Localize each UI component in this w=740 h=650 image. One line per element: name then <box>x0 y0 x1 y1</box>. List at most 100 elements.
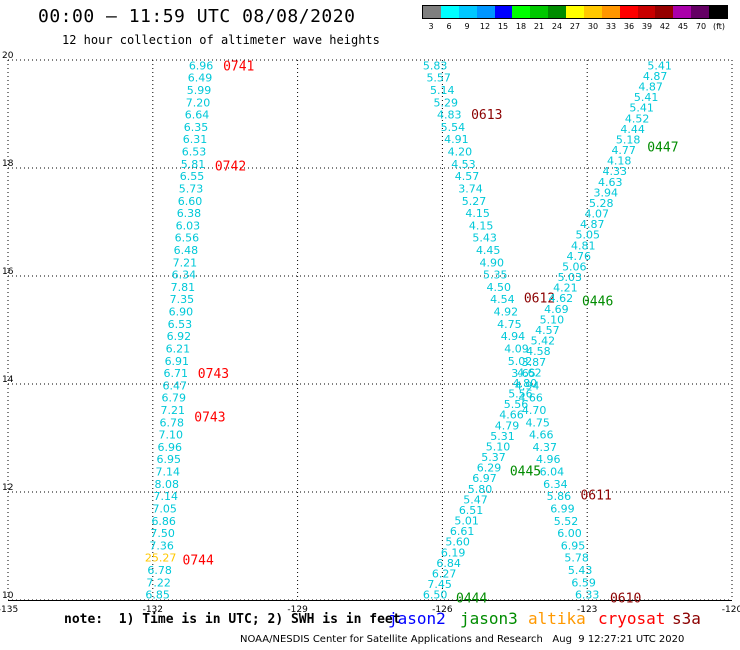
time-label: 0610 <box>610 591 641 606</box>
swh-value: 7.35 <box>170 293 195 306</box>
color-scale-swatch <box>548 6 566 18</box>
swh-value: 5.10 <box>486 440 511 453</box>
swh-value: 4.87 <box>638 81 663 94</box>
legend-s3a: s3a <box>672 609 701 628</box>
swh-value: 4.90 <box>479 256 504 269</box>
lat-tick-label: 16 <box>2 267 14 277</box>
swh-value: 6.96 <box>157 441 182 454</box>
swh-value: 6.86 <box>151 515 176 528</box>
color-scale-labels: 3 6 9 12 15 18 21 24 27 30 33 36 39 42 45 70 (ft) <box>422 19 728 33</box>
swh-value: 4.33 <box>602 165 627 178</box>
swh-value: 5.41 <box>647 59 672 72</box>
swh-value: 4.87 <box>643 70 668 83</box>
swh-value: 6.97 <box>472 472 497 485</box>
color-scale-label: 12 <box>479 22 491 31</box>
time-label: 0743 <box>194 410 225 425</box>
swh-value: 4.45 <box>476 244 501 257</box>
swh-value: 4.75 <box>497 318 522 331</box>
swh-value: 4.53 <box>451 158 476 171</box>
swh-value: 6.27 <box>432 567 457 580</box>
color-scale-label: (ft) <box>712 22 726 31</box>
swh-value: 5.47 <box>463 493 488 506</box>
swh-value: 6.95 <box>156 453 181 466</box>
swh-value: 4.52 <box>625 112 650 125</box>
legend-cryosat: cryosat <box>598 609 666 628</box>
swh-value: 6.00 <box>557 527 582 540</box>
legend-jason2: jason2 <box>388 609 446 628</box>
swh-value: 5.18 <box>616 133 641 146</box>
lon-tick-label: -120 <box>722 605 740 615</box>
swh-value: 6.55 <box>180 170 205 183</box>
swh-value: 4.83 <box>437 109 462 122</box>
swh-value: 6.84 <box>436 557 461 570</box>
color-scale-swatch <box>583 6 602 18</box>
color-scale-label: 24 <box>551 22 563 31</box>
page-subtitle: 12 hour collection of altimeter wave hei… <box>62 33 380 47</box>
swh-value: 7.05 <box>152 502 177 515</box>
swh-value: 5.41 <box>634 91 659 104</box>
swh-value: 5.52 <box>554 515 579 528</box>
footnote: note: 1) Time is in UTC; 2) SWH is in fe… <box>64 612 401 627</box>
swh-value: 5.57 <box>426 72 451 85</box>
swh-value: 4.18 <box>607 155 632 168</box>
page-title: 00:00 – 11:59 UTC 08/08/2020 <box>38 6 356 27</box>
swh-value: 6.64 <box>185 109 210 122</box>
swh-value: 5.99 <box>187 84 212 97</box>
swh-value: 6.29 <box>477 462 502 475</box>
swh-value: 5.86 <box>547 490 572 503</box>
color-scale-swatch <box>637 6 656 18</box>
time-label: 0741 <box>223 59 254 74</box>
swh-value: 6.51 <box>459 504 484 517</box>
credit-line: NOAA/NESDIS Center for Satellite Applica… <box>240 634 685 645</box>
swh-value: 7.36 <box>149 539 174 552</box>
color-scale-swatch <box>619 6 638 18</box>
color-scale-label: 39 <box>641 22 653 31</box>
swh-value: 3.94 <box>593 186 618 199</box>
swh-value: 6.61 <box>450 525 475 538</box>
color-scale-swatch <box>440 6 459 18</box>
color-scale-swatch <box>494 6 513 18</box>
swh-value: 5.81 <box>181 158 206 171</box>
swh-value: 5.29 <box>434 96 459 109</box>
swh-value: 4.54 <box>490 293 515 306</box>
swh-value: 6.92 <box>167 330 192 343</box>
swh-value: 4.63 <box>598 176 623 189</box>
swh-value: 4.94 <box>515 379 540 392</box>
swh-value: 7.14 <box>155 466 180 479</box>
swh-value: 5.54 <box>441 121 466 134</box>
swh-value: 4.09 <box>504 342 529 355</box>
time-label: 0446 <box>582 294 613 309</box>
swh-value: 6.50 <box>423 589 448 602</box>
swh-value: 4.94 <box>501 330 526 343</box>
swh-value: 4.62 <box>517 366 542 379</box>
swh-value: 6.79 <box>162 392 187 405</box>
time-label: 0613 <box>471 108 502 123</box>
swh-value: 4.77 <box>611 144 636 157</box>
swh-value: 4.07 <box>585 208 610 221</box>
lon-tick-label: -129 <box>287 605 308 615</box>
color-scale-label: 3 <box>428 22 434 31</box>
swh-value: 6.53 <box>182 146 207 159</box>
swh-value: 5.01 <box>454 515 479 528</box>
lon-tick-label: -135 <box>0 605 18 615</box>
swh-value: 6.78 <box>160 416 185 429</box>
swh-value: 6.71 <box>164 367 189 380</box>
time-label: 0611 <box>580 489 611 504</box>
swh-value: 5.41 <box>629 102 654 115</box>
swh-value: 5.03 <box>558 271 583 284</box>
swh-value: 4.21 <box>553 282 578 295</box>
swh-value: 5.80 <box>468 483 493 496</box>
swh-value: 5.02 <box>508 355 533 368</box>
swh-value: 4.66 <box>518 392 543 405</box>
swh-value: 5.56 <box>504 398 529 411</box>
swh-value: 3.87 <box>522 356 547 369</box>
swh-value: 8.08 <box>154 478 179 491</box>
swh-value: 7.50 <box>150 527 175 540</box>
swh-value: 6.53 <box>168 318 193 331</box>
swh-value: 3.65 <box>511 367 536 380</box>
swh-value: 5.06 <box>562 260 587 273</box>
swh-value: 4.91 <box>444 133 469 146</box>
time-label: 0445 <box>510 464 541 479</box>
swh-value: 4.75 <box>525 416 550 429</box>
swh-value: 6.95 <box>561 539 586 552</box>
